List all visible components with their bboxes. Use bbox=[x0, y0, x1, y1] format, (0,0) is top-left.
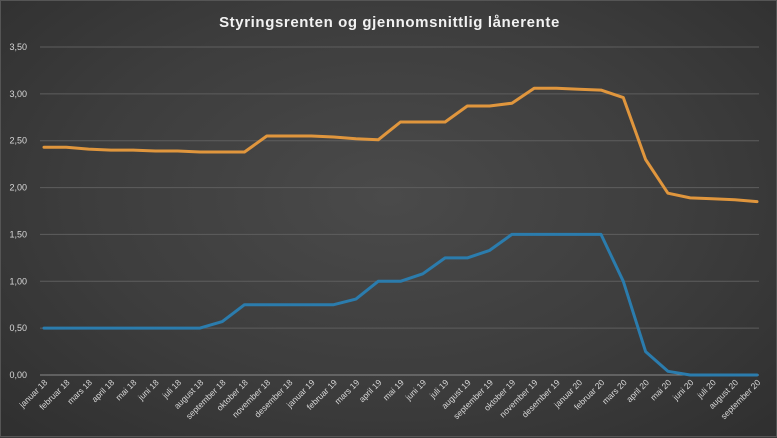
data-point bbox=[42, 326, 46, 330]
data-point bbox=[755, 200, 759, 203]
y-tick-label: 1,00 bbox=[9, 276, 27, 286]
data-point bbox=[688, 196, 692, 200]
data-point bbox=[65, 146, 68, 149]
data-point bbox=[644, 350, 647, 353]
data-point bbox=[354, 137, 358, 141]
x-tick-label: juni 19 bbox=[403, 377, 429, 403]
data-point bbox=[176, 149, 179, 153]
y-tick-label: 2,00 bbox=[9, 183, 27, 193]
data-point bbox=[688, 373, 692, 377]
x-tick-label: april 20 bbox=[624, 377, 651, 404]
data-point bbox=[87, 326, 90, 330]
x-tick-label: juni 20 bbox=[670, 377, 696, 403]
y-tick-label: 2,50 bbox=[9, 136, 27, 146]
data-point bbox=[510, 233, 514, 236]
data-point bbox=[221, 320, 224, 323]
x-tick-label: april 18 bbox=[89, 377, 116, 404]
data-point bbox=[131, 326, 135, 330]
data-point bbox=[577, 233, 580, 236]
data-point bbox=[443, 120, 447, 124]
data-point bbox=[488, 249, 491, 252]
data-point bbox=[221, 150, 224, 154]
chart-title: Styringsrenten og gjennomsnittlig lånere… bbox=[219, 14, 560, 31]
data-point bbox=[532, 233, 536, 236]
data-point bbox=[421, 272, 424, 275]
data-point bbox=[644, 158, 647, 161]
y-tick-label: 0,50 bbox=[9, 323, 27, 333]
data-point bbox=[399, 120, 402, 124]
x-tick-label: juni 18 bbox=[135, 377, 161, 403]
data-point bbox=[287, 134, 291, 138]
data-point bbox=[711, 197, 714, 201]
data-point bbox=[109, 326, 113, 330]
data-point bbox=[622, 96, 625, 99]
data-point bbox=[622, 280, 625, 283]
data-point bbox=[176, 326, 179, 330]
data-point bbox=[265, 303, 269, 306]
data-point bbox=[332, 303, 335, 306]
data-point bbox=[265, 134, 269, 138]
data-point bbox=[555, 87, 558, 90]
series-line-1 bbox=[42, 86, 759, 204]
data-point bbox=[243, 303, 246, 306]
y-tick-label: 3,00 bbox=[9, 89, 27, 99]
data-point bbox=[198, 150, 202, 154]
data-point bbox=[755, 373, 759, 377]
data-point bbox=[666, 191, 670, 195]
data-point bbox=[532, 87, 536, 90]
data-point bbox=[198, 326, 202, 330]
data-point bbox=[287, 303, 291, 306]
x-tick-label: mars 20 bbox=[600, 377, 629, 406]
data-point bbox=[310, 303, 313, 306]
x-tick-label: april 19 bbox=[357, 377, 384, 404]
data-point bbox=[666, 370, 670, 373]
data-point bbox=[599, 88, 603, 92]
data-point bbox=[510, 102, 514, 105]
data-point bbox=[399, 280, 402, 283]
y-tick-label: 1,50 bbox=[9, 229, 27, 239]
x-tick-label: mai 20 bbox=[648, 377, 673, 402]
data-point bbox=[466, 104, 469, 108]
data-point bbox=[131, 148, 135, 152]
data-point bbox=[65, 326, 68, 330]
data-point bbox=[466, 256, 469, 260]
x-tick-label: mai 19 bbox=[381, 377, 406, 402]
data-point bbox=[332, 135, 335, 139]
data-point bbox=[577, 87, 580, 91]
data-point bbox=[354, 297, 358, 301]
data-point bbox=[109, 148, 113, 152]
data-point bbox=[87, 147, 90, 151]
data-point bbox=[488, 104, 491, 108]
series-line-2 bbox=[42, 232, 759, 377]
data-point bbox=[421, 120, 424, 124]
data-point bbox=[42, 146, 46, 149]
data-point bbox=[443, 256, 447, 260]
data-point bbox=[555, 233, 558, 236]
x-tick-label: mai 18 bbox=[113, 377, 138, 402]
data-point bbox=[310, 134, 313, 138]
data-point bbox=[733, 198, 736, 201]
data-point bbox=[154, 149, 157, 153]
data-point bbox=[599, 233, 603, 236]
data-point bbox=[243, 150, 246, 154]
data-point bbox=[154, 326, 157, 330]
x-tick-label: mars 18 bbox=[65, 377, 94, 406]
y-tick-label: 3,50 bbox=[9, 42, 27, 52]
x-tick-label: mars 19 bbox=[333, 377, 362, 406]
data-point bbox=[377, 280, 380, 283]
y-tick-label: 0,00 bbox=[9, 370, 27, 380]
data-point bbox=[733, 373, 736, 377]
data-point bbox=[711, 373, 714, 377]
data-point bbox=[377, 138, 380, 141]
